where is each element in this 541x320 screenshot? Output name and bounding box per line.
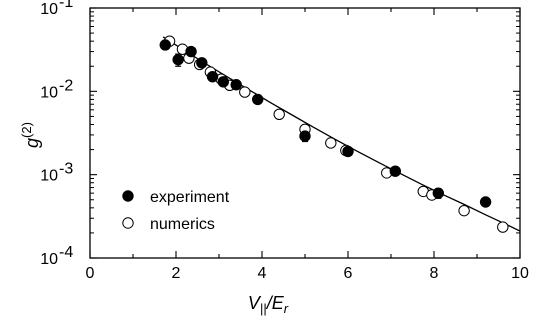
y-tick-label-exponent: -2 [59, 77, 73, 94]
y-tick-label-base: 10 [40, 84, 58, 101]
x-tick-label: 10 [511, 265, 529, 282]
y-tick-label: 10 [40, 84, 58, 101]
x-axis-label: V||/Er [248, 293, 289, 316]
experiment-point [252, 93, 264, 106]
data-points-layer [159, 35, 509, 233]
experiment-point [389, 165, 401, 177]
legend-label-experiment: experiment [150, 189, 230, 206]
y-axis-label-main: g [22, 138, 42, 148]
y-tick-label-base: 10 [40, 251, 58, 268]
experiment-point [342, 145, 354, 158]
x-tick-label: 2 [172, 265, 181, 282]
experiment-point [159, 39, 171, 51]
experiment-point [185, 45, 197, 58]
y-axis-label-sup: (2) [19, 122, 34, 138]
experiment-point [432, 187, 444, 199]
experiment-point [172, 53, 184, 66]
x-axis-label-slash: /E [265, 293, 285, 313]
x-tick-label: 8 [430, 265, 439, 282]
experiment-point [479, 196, 492, 208]
x-axis-label-sub2: r [284, 301, 289, 316]
x-axis-label-main: V [248, 293, 262, 313]
y-tick-label-base: 10 [40, 168, 58, 185]
experiment-point [217, 76, 230, 88]
experiment-point [196, 57, 208, 69]
numerics-point [497, 221, 509, 233]
numerics-point [325, 137, 337, 149]
y-tick-label: 10 [40, 251, 58, 268]
y-tick-label-exponent: -4 [59, 244, 73, 261]
legend: experiment numerics [122, 189, 230, 233]
numerics-point [458, 204, 470, 217]
error-bars-layer [162, 40, 489, 207]
experiment-point [206, 70, 219, 83]
x-tick-label: 4 [258, 265, 267, 282]
numerics-point [273, 108, 285, 121]
y-tick-label-base: 10 [40, 1, 58, 18]
numerics-point [239, 86, 251, 98]
y-tick-label: 10 [40, 1, 58, 18]
experiment-point [230, 79, 242, 91]
experiment-point [299, 130, 311, 142]
x-axis-label-sub: || [260, 301, 267, 316]
ticks-layer [89, 7, 521, 259]
y-tick-label: 10 [40, 168, 58, 185]
legend-marker-numerics [122, 217, 134, 229]
y-tick-label-exponent: -1 [59, 0, 73, 11]
legend-marker-experiment [122, 190, 134, 202]
y-axis-label: g(2) [19, 122, 42, 148]
x-tick-label: 6 [344, 265, 353, 282]
x-tick-label: 0 [86, 265, 95, 282]
legend-label-numerics: numerics [150, 216, 215, 233]
y-tick-label-exponent: -3 [59, 161, 73, 178]
